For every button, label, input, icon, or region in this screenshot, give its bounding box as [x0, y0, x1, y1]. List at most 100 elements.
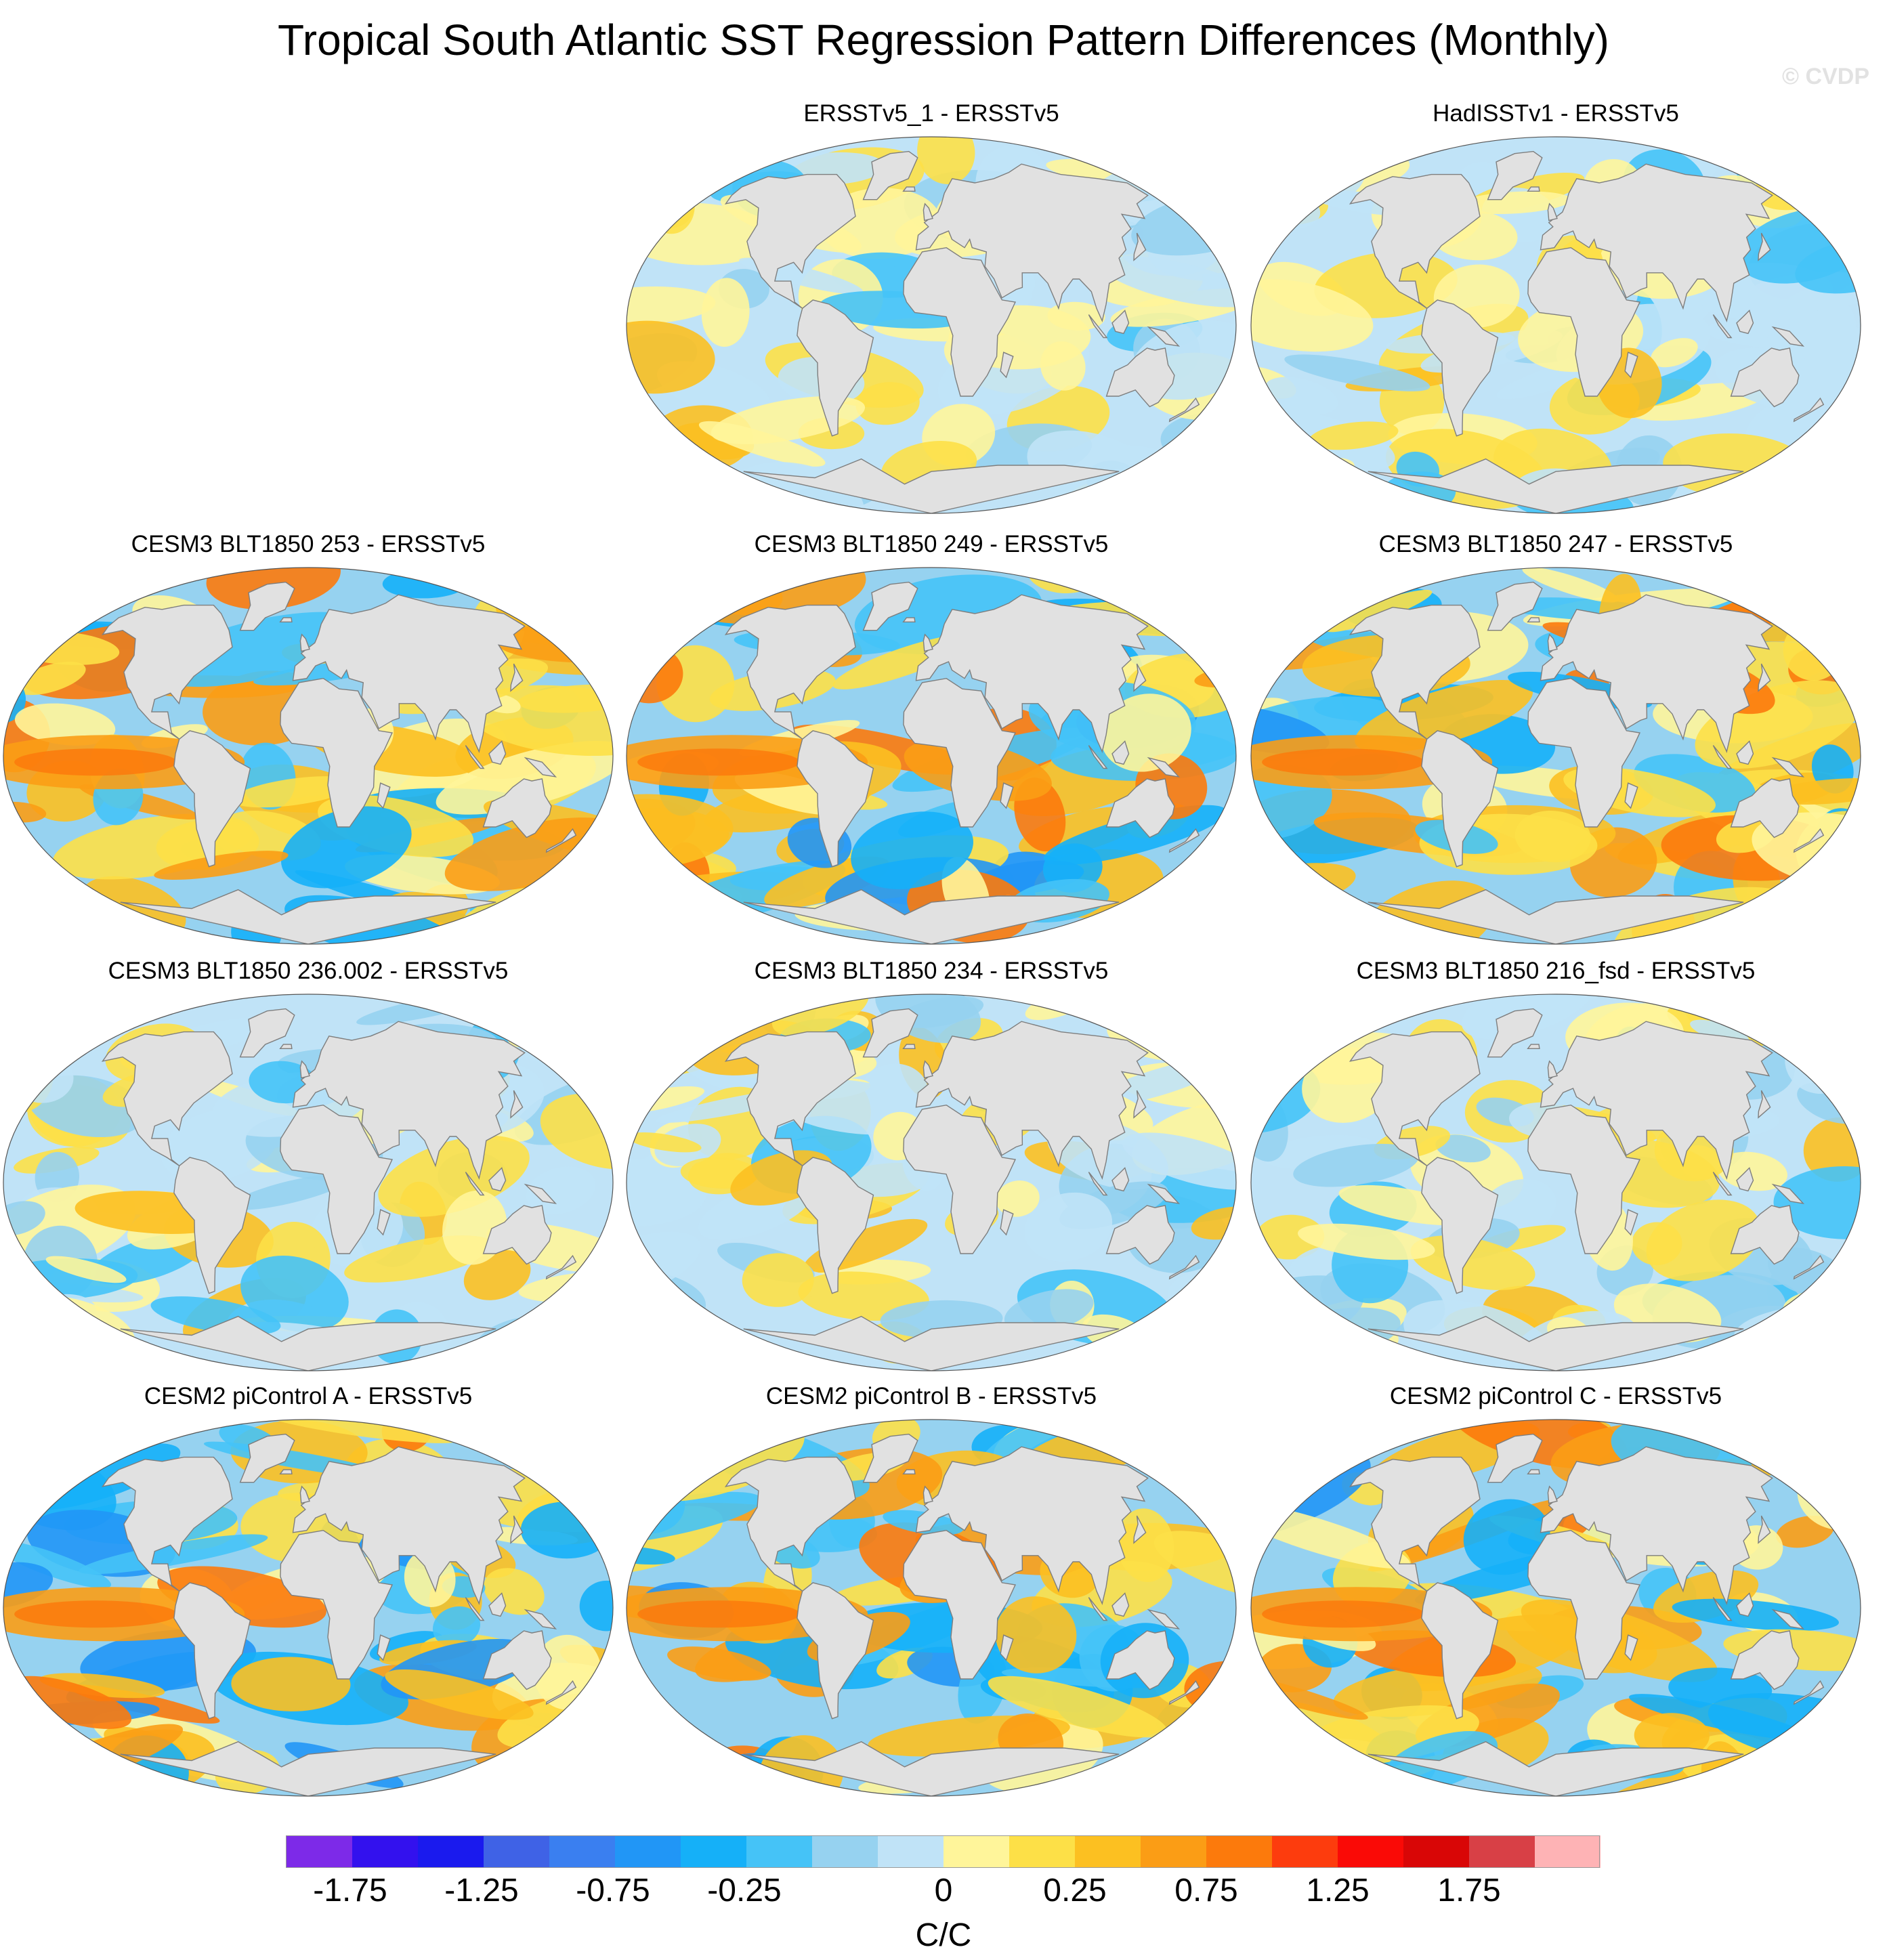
anomaly-patch: [1122, 1132, 1236, 1190]
anomaly-patch: [531, 1008, 613, 1051]
new-guinea-landmass: [1147, 1609, 1181, 1629]
anomaly-patch: [1284, 354, 1430, 391]
new-zealand-landmass: [1793, 1254, 1825, 1280]
anomaly-patch: [1826, 994, 1861, 1054]
world-map: [3, 994, 614, 1371]
colorbar-box: [1271, 1835, 1338, 1868]
anomaly-patch: [1117, 1508, 1174, 1582]
anomaly-patch: [3, 1201, 45, 1236]
eurasia-landmass: [915, 1021, 1149, 1180]
sst-field: [1251, 994, 1861, 1371]
anomaly-patch: [1456, 191, 1571, 215]
greenland-landmass: [1487, 1008, 1543, 1058]
colorbar-box: [1009, 1835, 1075, 1868]
south-america-landmass: [1421, 299, 1499, 437]
anomaly-patch: [1024, 1192, 1113, 1262]
anomaly-patch: [1047, 301, 1105, 331]
iceland-landmass: [1527, 1469, 1540, 1474]
anomaly-patch: [1355, 680, 1533, 753]
colorbar-box: [483, 1835, 549, 1868]
new-guinea-landmass: [524, 757, 557, 777]
africa-landmass: [903, 247, 1017, 397]
anomaly-patch: [39, 568, 97, 584]
britain-landmass: [1547, 633, 1558, 652]
japan-landmass: [1758, 232, 1771, 261]
panel-title: CESM3 BLT1850 253 - ERSSTv5: [131, 531, 486, 557]
anomaly-patch: [667, 1646, 771, 1681]
anomaly-patch: [1004, 1289, 1094, 1334]
map-panel-3: CESM3 BLT1850 253 - ERSSTv5: [0, 526, 616, 945]
colorbar-tick-label: 0: [934, 1873, 953, 1909]
map-panel-9: CESM2 piControl A - ERSSTv5: [0, 1378, 616, 1797]
sumatra-landmass: [1712, 745, 1733, 769]
colorbar: [286, 1835, 1600, 1868]
new-guinea-landmass: [1771, 1183, 1805, 1204]
colorbar-box: [943, 1835, 1009, 1868]
anomaly-patch: [1265, 1739, 1344, 1781]
anomaly-patch: [1302, 1047, 1393, 1123]
eurasia-landmass: [292, 1446, 526, 1605]
north-america-landmass: [724, 1456, 856, 1592]
map-panel-2: HadISSTv1 - ERSSTv5: [1248, 95, 1864, 515]
anomaly-patch: [1251, 1420, 1318, 1491]
anomaly-patch: [385, 1669, 534, 1720]
anomaly-patch: [1251, 1021, 1274, 1042]
antarctica-landmass: [1367, 1315, 1744, 1371]
anomaly-patch: [570, 1719, 613, 1765]
map-border: [3, 1419, 614, 1797]
japan-landmass: [1133, 1090, 1147, 1119]
anomaly-patch: [526, 1166, 596, 1214]
world-map: [626, 567, 1237, 945]
colorbar-tick-label: 0.75: [1174, 1873, 1238, 1909]
anomaly-patch: [1773, 1166, 1861, 1239]
anomaly-patch: [1268, 1007, 1314, 1065]
eurasia-landmass: [1540, 1021, 1773, 1180]
africa-landmass: [903, 1104, 1017, 1254]
eurasia-landmass: [915, 1446, 1149, 1605]
new-zealand-landmass: [1793, 828, 1825, 853]
australia-landmass: [1730, 778, 1800, 838]
anomaly-patch: [742, 1253, 814, 1307]
iceland-landmass: [1527, 186, 1540, 192]
anomaly-patch: [15, 662, 86, 696]
anomaly-patch: [1463, 1499, 1550, 1575]
anomaly-patch: [1266, 182, 1320, 215]
map-panel-8: CESM3 BLT1850 216_fsd - ERSSTv5: [1248, 952, 1864, 1372]
anomaly-patch: [444, 817, 613, 891]
sst-field: [1251, 137, 1861, 513]
sst-field: [627, 137, 1236, 513]
anomaly-patch: [1191, 143, 1236, 174]
anomaly-patch: [14, 703, 116, 746]
australia-landmass: [482, 778, 552, 838]
colorbar-box: [614, 1835, 681, 1868]
new-guinea-landmass: [1771, 326, 1805, 347]
madagascar-landmass: [1624, 1209, 1638, 1236]
anomaly-patch: [3, 1327, 58, 1371]
africa-landmass: [1527, 247, 1641, 397]
new-guinea-landmass: [1771, 1609, 1805, 1629]
colorbar-box: [352, 1835, 418, 1868]
world-map: [1250, 994, 1861, 1371]
japan-landmass: [1758, 663, 1771, 692]
south-america-landmass: [797, 1157, 874, 1294]
iceland-landmass: [902, 1469, 916, 1474]
panel-title: HadISSTv1 - ERSSTv5: [1433, 100, 1679, 127]
world-map: [1250, 1419, 1861, 1797]
eurasia-landmass: [292, 594, 526, 753]
antarctica-landmass: [1367, 458, 1744, 513]
cvdp-watermark: © CVDP: [1782, 64, 1869, 89]
north-america-landmass: [724, 1031, 856, 1166]
anomaly-patch: [1283, 914, 1403, 938]
anomaly-patch: [1763, 778, 1861, 805]
japan-landmass: [1758, 1090, 1771, 1119]
anomaly-patch: [1203, 158, 1236, 192]
anomaly-patch: [1164, 1420, 1236, 1478]
map-border: [626, 136, 1237, 514]
north-america-landmass: [1349, 1456, 1481, 1592]
south-america-landmass: [1421, 1157, 1499, 1294]
panel-title: CESM3 BLT1850 236.002 - ERSSTv5: [108, 958, 509, 984]
colorbar-box: [1337, 1835, 1403, 1868]
britain-landmass: [923, 1060, 933, 1079]
anomaly-patch: [1172, 440, 1236, 490]
greenland-landmass: [239, 1433, 295, 1483]
